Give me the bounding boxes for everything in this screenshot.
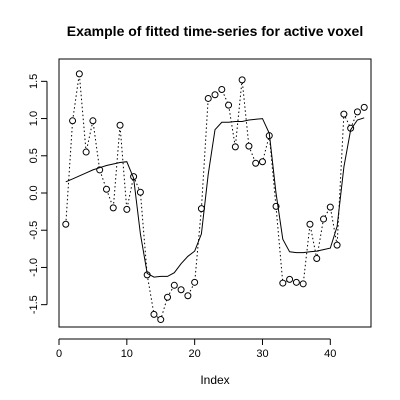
x-tick-label: 10 [121, 348, 133, 360]
observed-point [157, 316, 165, 324]
observed-point [326, 203, 334, 211]
y-tick-label: 1.5 [28, 74, 40, 89]
observed-point [360, 103, 368, 111]
y-tick-label: -1.5 [28, 295, 40, 314]
observed-point [109, 204, 117, 212]
x-tick-label: 0 [56, 348, 62, 360]
observed-point [231, 143, 239, 151]
y-axis: -1.5 -1.0 -0.5 0.0 0.5 1.0 1.5 [28, 74, 48, 314]
observed-point [258, 158, 266, 166]
x-tick-label: 30 [256, 348, 268, 360]
observed-point [211, 91, 219, 99]
chart-title: Example of fitted time-series for active… [67, 23, 363, 39]
observed-point [82, 148, 90, 156]
observed-point [62, 220, 70, 228]
observed-point [245, 142, 253, 150]
x-axis: 0 10 20 30 40 [56, 338, 336, 360]
y-tick-label: -1.0 [28, 258, 40, 277]
observed-point [102, 185, 110, 193]
plot-frame [58, 58, 372, 328]
observed-point [218, 86, 226, 94]
observed-point [238, 76, 246, 84]
series-layer [62, 70, 368, 324]
observed-point [286, 275, 294, 283]
observed-point [116, 121, 124, 129]
observed-point [123, 205, 131, 213]
y-tick-label: 1.0 [28, 111, 40, 126]
observed-point [252, 159, 260, 167]
observed-point [306, 220, 314, 228]
observed-point [75, 70, 83, 78]
observed-point [69, 117, 77, 125]
y-tick-label: -0.5 [28, 221, 40, 240]
fitted-series-line [65, 117, 365, 278]
y-tick-label: 0.0 [28, 185, 40, 200]
observed-point [333, 241, 341, 249]
x-tick-label: 40 [324, 348, 336, 360]
observed-point [353, 108, 361, 116]
observed-point [177, 286, 185, 294]
y-tick-label: 0.5 [28, 148, 40, 163]
observed-point [164, 293, 172, 301]
observed-point [313, 255, 321, 263]
x-tick-label: 20 [189, 348, 201, 360]
observed-point [191, 278, 199, 286]
observed-point [320, 215, 328, 223]
observed-point [204, 94, 212, 102]
observed-point [184, 292, 192, 300]
observed-point [225, 101, 233, 109]
observed-point [170, 281, 178, 289]
x-axis-label: Index [200, 373, 229, 387]
observed-point [292, 278, 300, 286]
observed-point [279, 279, 287, 287]
observed-point [340, 110, 348, 118]
observed-series-line [65, 73, 365, 321]
observed-point [299, 280, 307, 288]
observed-point [89, 117, 97, 125]
observed-point [136, 188, 144, 196]
observed-point [150, 310, 158, 318]
observed-point [197, 205, 205, 213]
